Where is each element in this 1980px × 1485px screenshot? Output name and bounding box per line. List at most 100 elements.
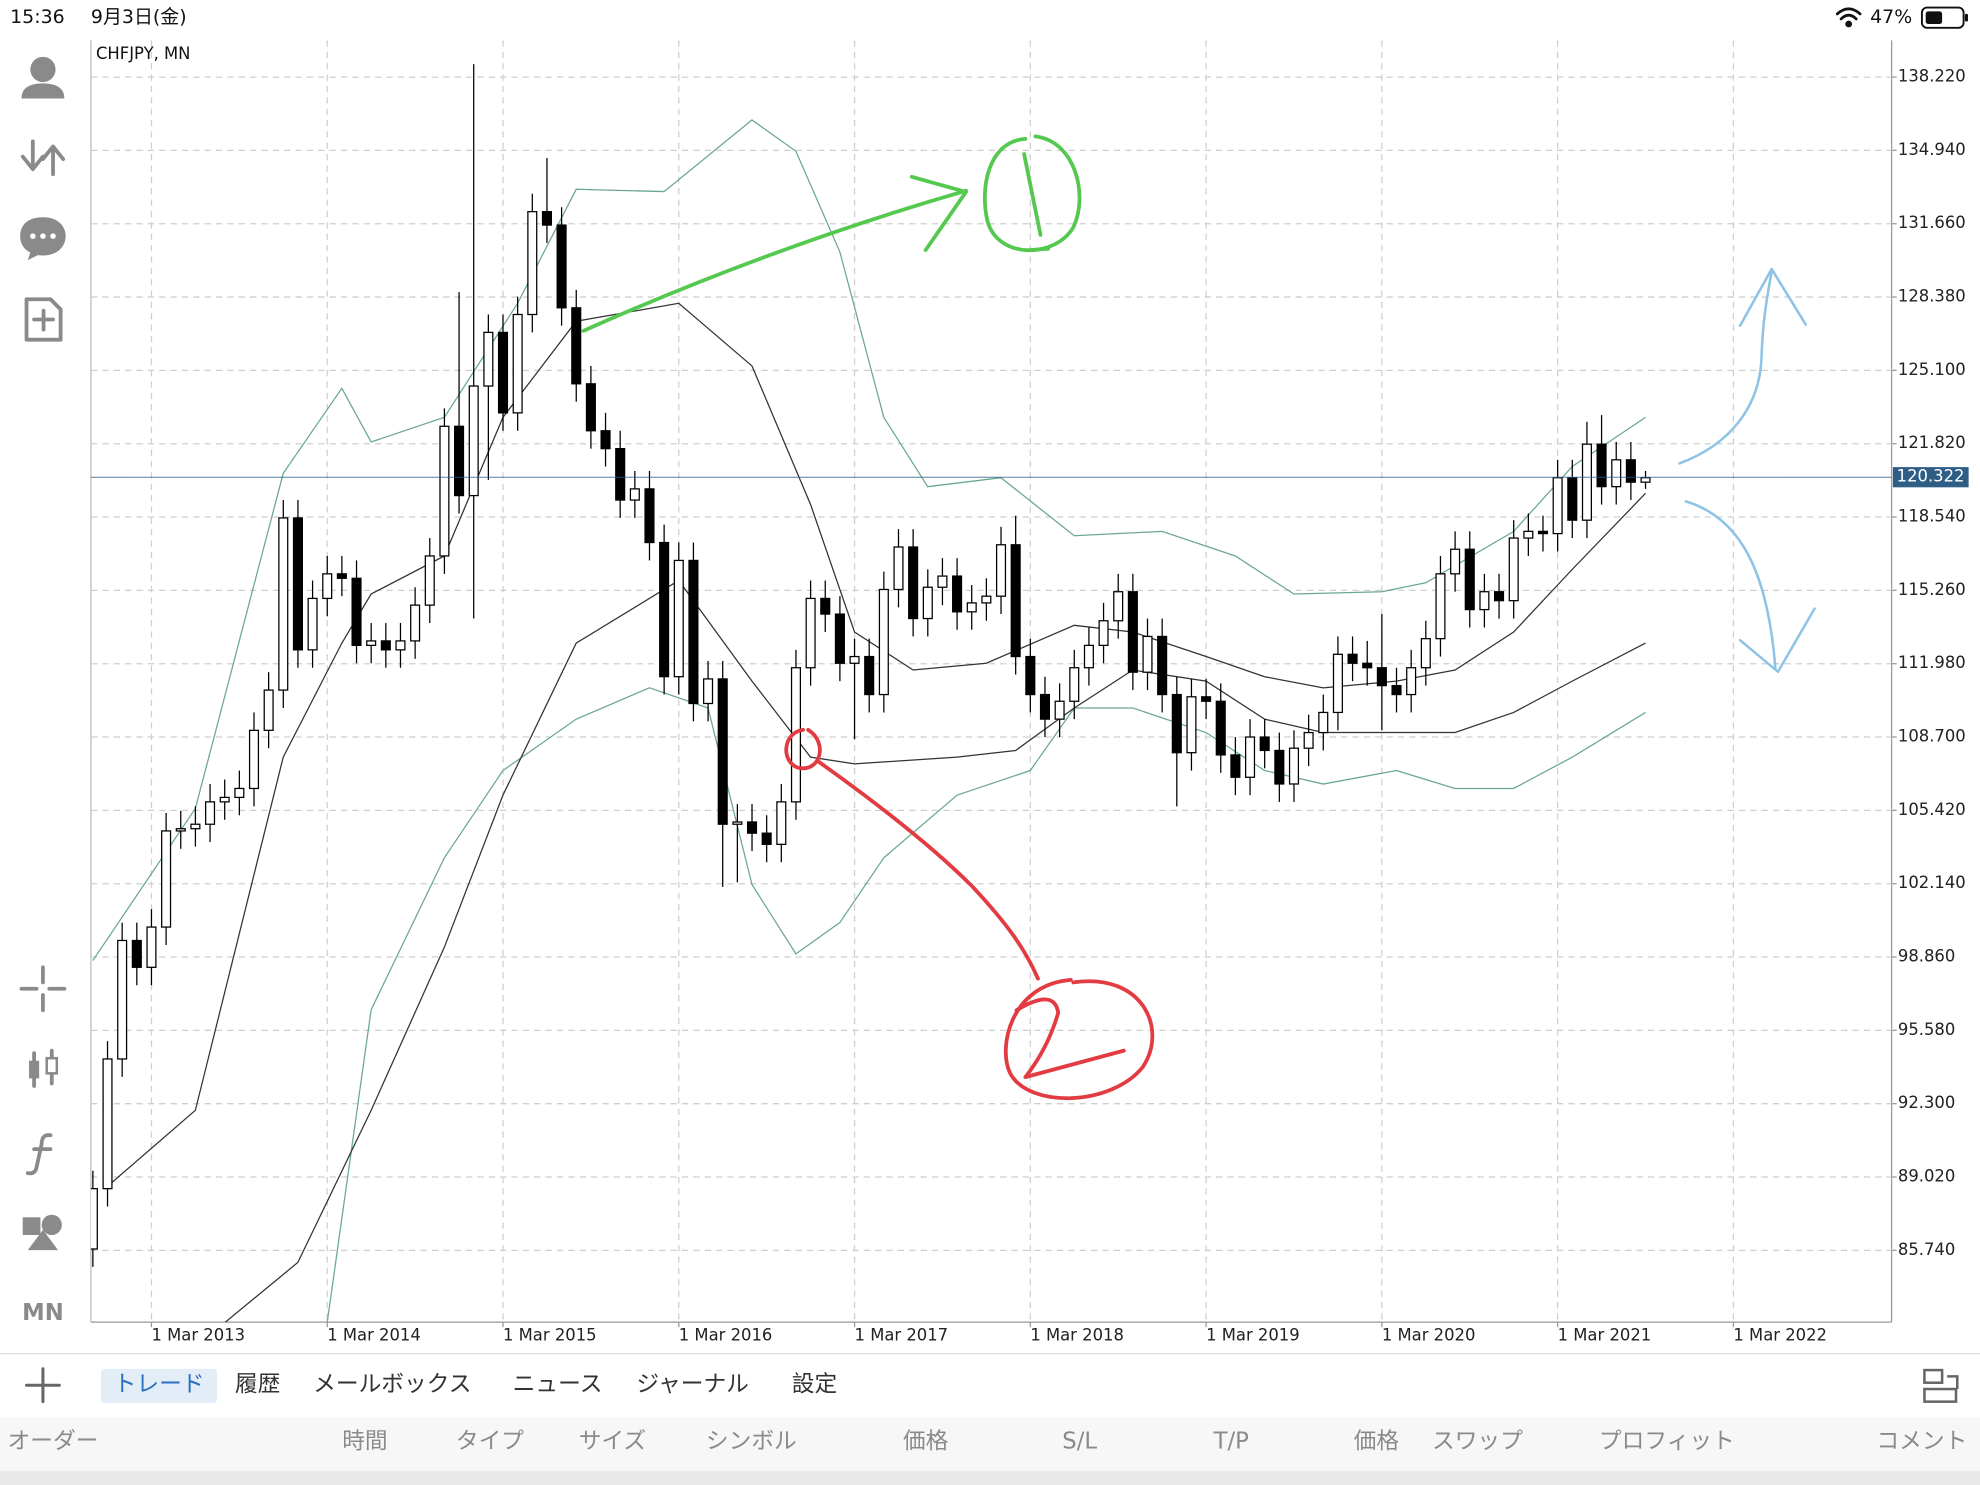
candle-body [1025,655,1036,696]
candle-body [703,678,714,705]
candle-body [717,678,728,825]
candle-body [644,488,655,544]
crosshair-icon[interactable] [19,965,67,1013]
candle-body [1201,696,1212,702]
new-order-icon[interactable] [24,297,63,342]
candle-body [1362,662,1373,669]
tab[interactable]: メールボックス [313,1372,471,1398]
candle-body [1069,667,1080,702]
column-header[interactable]: サイズ [579,1429,646,1455]
indicator-line [326,687,1646,1323]
annotation-red [784,727,1155,1101]
candle-body [1406,667,1417,696]
candle-body [820,597,831,615]
candle-body [1464,548,1475,611]
candle-body [219,796,230,803]
candle-body [937,575,948,588]
candle-body [1054,700,1065,720]
candle-body [1435,573,1446,640]
candle-body [1611,459,1622,488]
candle-body [541,211,553,226]
objects-icon[interactable] [22,1214,62,1251]
candle-body [1523,530,1534,539]
candle-body [102,1058,113,1190]
indicator-line [224,579,1646,1323]
y-tick-label: 138.220 [1898,67,1966,86]
candle-body [1552,477,1563,535]
tab-highlight [101,1368,218,1403]
y-tick-label: 102.140 [1898,873,1966,892]
candle-body [864,655,875,696]
plot-area [90,64,1892,1323]
column-header[interactable]: プロフィット [1599,1429,1735,1455]
column-header[interactable]: スワップ [1432,1429,1523,1455]
candle-body [205,801,216,825]
column-header[interactable]: オーダー [8,1429,99,1455]
candle-body [1142,635,1153,673]
candle-body [981,595,992,604]
indicators-icon[interactable] [25,1133,53,1176]
x-tick-label: 1 Mar 2021 [1558,1325,1652,1344]
candle-body [1537,530,1549,535]
add-button[interactable] [25,1367,61,1404]
candle-body [849,655,860,664]
y-tick-label: 111.980 [1898,653,1966,672]
candle-body [322,573,333,600]
column-header[interactable]: 価格 [1354,1429,1400,1455]
timeframe-button[interactable]: MN [22,1300,64,1326]
account-icon[interactable] [21,56,65,99]
axes: 138.220 134.940 131.660 128.380 125.100 121.8… [150,67,1969,1344]
candle-body [776,801,787,845]
candle-body [571,307,582,385]
x-tick-label: 1 Mar 2013 [151,1325,245,1344]
x-tick-label: 1 Mar 2020 [1382,1325,1476,1344]
column-header[interactable]: T/P [1213,1429,1249,1455]
column-header[interactable]: コメント [1876,1429,1967,1455]
candle-body [1347,653,1358,664]
candle-body [673,559,684,678]
tab[interactable]: トレード [114,1372,205,1398]
candle-body [131,939,142,968]
candle-body [966,602,977,613]
y-tick-label: 118.540 [1898,507,1966,526]
tabs: トレード 履歴 メールボックス ニュース ジャーナル 設定 [101,1368,837,1403]
candle-body [190,823,201,830]
table-header [0,1416,1980,1472]
candle-body [161,830,172,928]
tab[interactable]: ニュース [513,1372,603,1398]
candle-body [629,488,640,501]
tab[interactable]: ジャーナル [636,1372,748,1398]
candle-body [1640,477,1651,483]
annotation-blue [1678,267,1816,674]
candle-body [1420,638,1431,669]
candle-body [1391,684,1402,696]
tab[interactable]: 設定 [792,1372,837,1398]
layout-icon[interactable] [1923,1368,1959,1403]
candle-body [1230,754,1241,778]
column-header[interactable]: シンボル [706,1429,797,1455]
column-header[interactable]: 価格 [903,1429,949,1455]
chart-symbol-label: CHFJPY, MN [96,44,190,63]
status-date: 9月3日(金) [91,6,187,28]
table-columns: オーダー 時間 タイプ サイズ シンボル 価格 S/L T/P 価格 スワップ プロフィット コメント [8,1429,1968,1455]
trade-icon[interactable] [20,139,66,177]
chart-type-icon[interactable] [29,1048,59,1088]
chat-icon[interactable] [20,217,66,261]
candle-body [922,586,933,620]
tab[interactable]: 履歴 [235,1372,280,1398]
candle-body [1259,736,1270,752]
candle-body [615,448,626,501]
column-header[interactable]: 時間 [342,1429,387,1455]
column-header[interactable]: S/L [1062,1429,1097,1455]
candle-body [1157,635,1168,696]
y-tick-label: 92.300 [1898,1093,1955,1112]
candle-body [688,559,699,705]
candle-body [1010,544,1021,658]
annotation-green [581,134,1082,333]
y-tick-label: 134.940 [1898,140,1966,159]
column-header[interactable]: タイプ [456,1429,524,1455]
current-price-box [1892,467,1969,488]
current-price-label: 120.322 [1897,467,1965,486]
y-tick-label: 108.700 [1898,727,1966,746]
candle-body [380,640,391,651]
